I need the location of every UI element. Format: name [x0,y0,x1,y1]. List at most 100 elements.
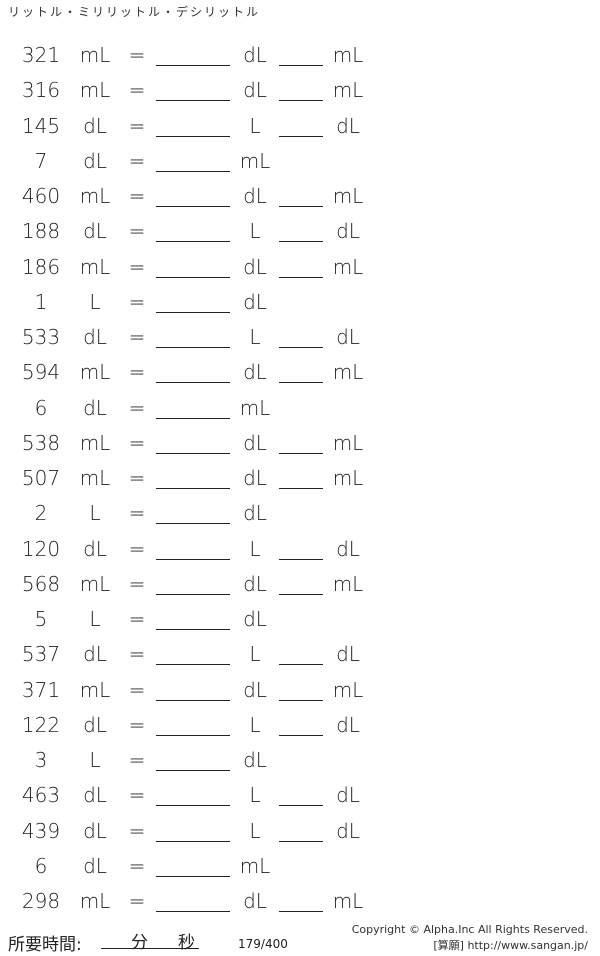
problem-unit: mL [79,571,111,596]
answer-blank-2[interactable] [279,572,323,595]
answer-blank-1[interactable] [156,501,230,525]
answer-unit-1: dL [243,289,267,314]
answer-unit-2: dL [336,219,360,244]
problem-row: 1 L = dL [0,290,600,325]
answer-blank-2[interactable] [279,642,323,666]
answer-blank-2[interactable] [279,78,323,102]
answer-blank-1[interactable] [156,537,230,560]
problem-row: 7 dL = mL [0,149,600,184]
answer-blank-2[interactable] [279,114,323,137]
problem-unit: dL [83,818,107,843]
problem-row: 439 dL = L dL [0,819,600,854]
problem-row: 3 L = dL [0,748,600,783]
answer-unit-1: dL [243,748,267,772]
problem-unit: mL [79,43,111,67]
answer-blank-1[interactable] [156,184,230,207]
answer-unit-2: mL [332,677,364,702]
worksheet-title: リットル・ミリリットル・デシリットル [8,5,261,19]
answer-blank-2[interactable] [279,360,323,384]
answer-blank-1[interactable] [156,43,230,66]
answer-unit-2: dL [336,325,360,349]
problem-row: 538 mL = dL mL [0,431,600,466]
answer-blank-2[interactable] [279,219,323,243]
answer-blank-2[interactable] [279,783,323,807]
answer-blank-1[interactable] [156,713,230,736]
answer-blank-1[interactable] [156,819,230,842]
answer-blank-1[interactable] [156,466,230,489]
answer-blank-1[interactable] [156,114,230,137]
answer-unit-1: dL [243,501,267,526]
answer-blank-1[interactable] [156,396,230,419]
equals-sign: = [128,43,146,67]
answer-unit-2: mL [332,360,364,385]
answer-blank-2[interactable] [279,184,323,207]
answer-blank-1[interactable] [156,78,230,102]
answer-blank-1[interactable] [156,290,230,313]
problem-row: 463 dL = L dL [0,783,600,818]
answer-blank-2[interactable] [279,255,323,278]
answer-blank-2[interactable] [279,713,323,736]
answer-blank-1[interactable] [156,642,230,666]
answer-blank-2[interactable] [279,325,323,348]
answer-unit-2: dL [336,113,360,138]
answer-blank-2[interactable] [279,466,323,489]
problem-unit: mL [79,430,111,455]
problem-value: 1 [34,289,48,314]
equals-sign: = [128,712,146,737]
answer-blank-2[interactable] [279,537,323,560]
answer-unit-2: mL [332,889,364,913]
answer-unit-1: L [249,818,261,843]
minutes-label: 分 [131,933,148,953]
equals-sign: = [128,466,146,490]
equals-sign: = [128,748,146,772]
answer-blank-1[interactable] [156,889,230,912]
answer-blank-1[interactable] [156,325,230,348]
problem-row: 5 L = dL [0,607,600,642]
problem-value: 2 [34,501,48,526]
answer-unit-1: dL [243,889,267,913]
problem-value: 3 [34,748,48,772]
problem-unit: mL [79,360,111,385]
answer-unit-1: mL [239,148,271,173]
time-field[interactable]: 分 秒 [101,928,199,953]
answer-blank-1[interactable] [156,219,230,243]
answer-blank-1[interactable] [156,607,230,630]
answer-unit-1: L [249,642,261,667]
equals-sign: = [128,889,146,913]
problem-unit: dL [83,642,107,667]
answer-blank-2[interactable] [279,431,323,454]
answer-blank-1[interactable] [156,678,230,701]
problem-row: 188 dL = L dL [0,219,600,254]
answer-unit-2: mL [332,430,364,455]
problem-value: 439 [21,818,61,843]
answer-blank-1[interactable] [156,748,230,771]
problem-unit: dL [83,853,107,878]
problem-value: 463 [21,783,61,808]
answer-blank-1[interactable] [156,572,230,595]
problem-value: 298 [21,889,61,913]
equals-sign: = [128,818,146,843]
answer-blank-1[interactable] [156,431,230,454]
answer-unit-1: L [249,325,261,349]
problem-value: 371 [21,677,61,702]
answer-blank-1[interactable] [156,854,230,877]
answer-unit-2: dL [336,536,360,561]
answer-blank-1[interactable] [156,255,230,278]
problem-row: 6 dL = mL [0,396,600,431]
problem-unit: dL [83,325,107,349]
answer-blank-2[interactable] [279,819,323,842]
answer-unit-2: mL [332,254,364,279]
answer-blank-2[interactable] [279,43,323,66]
problem-value: 145 [21,113,61,138]
problem-row: 120 dL = L dL [0,537,600,572]
equals-sign: = [128,607,146,631]
answer-blank-1[interactable] [156,360,230,384]
answer-blank-2[interactable] [279,889,323,912]
problem-unit: mL [79,466,111,490]
answer-blank-1[interactable] [156,783,230,807]
problem-unit: dL [83,783,107,808]
seconds-label: 秒 [178,933,195,953]
answer-blank-2[interactable] [279,678,323,701]
answer-unit-2: mL [332,184,364,208]
answer-blank-1[interactable] [156,149,230,172]
